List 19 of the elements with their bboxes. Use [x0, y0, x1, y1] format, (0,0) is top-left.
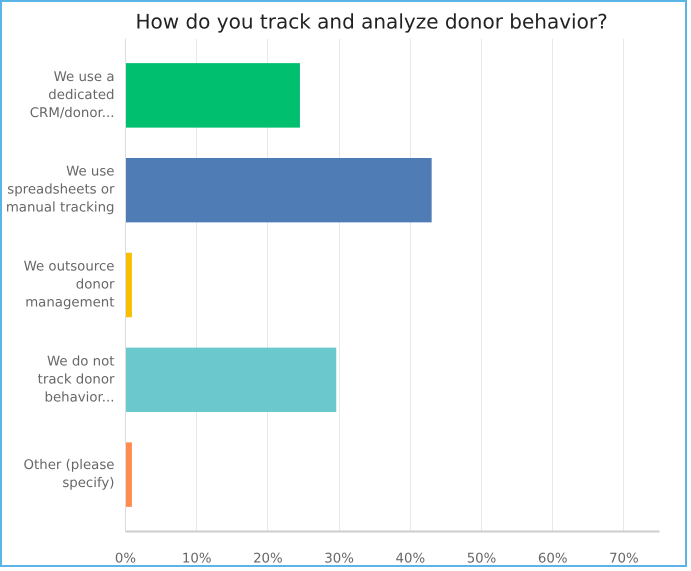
x-tick-label: 20%	[253, 552, 283, 566]
x-tick-label: 60%	[538, 552, 568, 566]
y-tick-label: We use spreadsheets or manual tracking	[6, 164, 116, 216]
y-tick-label: Other (please specify)	[24, 458, 115, 492]
bar	[126, 63, 300, 128]
y-tick-label: We do not track donor behavior...	[38, 354, 116, 406]
x-tick-label: 50%	[466, 552, 496, 566]
chart-title: How do you track and analyze donor behavior?	[136, 10, 608, 34]
x-tick-label: 40%	[395, 552, 426, 566]
x-tick-label: 10%	[182, 552, 212, 566]
bar	[126, 252, 132, 318]
x-tick-label: 30%	[324, 552, 354, 566]
x-tick-label: 70%	[609, 552, 639, 566]
y-tick-label: We outsource donor management	[24, 260, 116, 310]
bar	[126, 158, 432, 222]
bar	[126, 442, 132, 507]
x-tick-label: 0%	[114, 552, 136, 566]
y-tick-label: We use a dedicated CRM/donor...	[30, 70, 115, 121]
bar	[126, 348, 336, 412]
